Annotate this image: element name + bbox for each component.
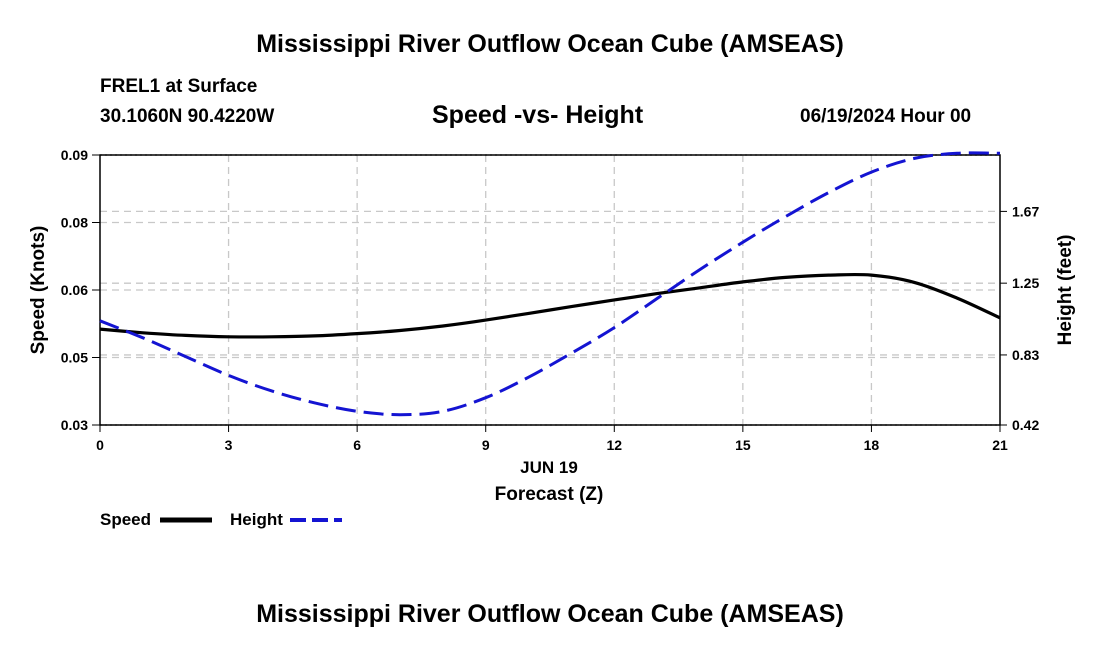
y-tick-label: 0.08 [61, 215, 88, 231]
series-line-speed [99, 272, 1001, 339]
station-label: FREL1 at Surface [100, 76, 258, 97]
y-tick-label: 0.09 [61, 147, 88, 163]
legend-label-speed: Speed [100, 510, 152, 529]
legend-label-height: Height [230, 510, 283, 529]
y-tick-label: 0.06 [61, 282, 88, 298]
series-line-height [99, 151, 1001, 417]
grid [100, 154, 1000, 426]
x-tick-label: 18 [864, 437, 880, 453]
y-tick-label: 0.05 [61, 350, 88, 366]
date-axis-label: JUN 19 [520, 458, 578, 477]
footer-title: Mississippi River Outflow Ocean Cube (AM… [256, 600, 844, 628]
legend-swatch-height [290, 518, 342, 522]
x-tick-label: 15 [735, 437, 751, 453]
forecast-date-label: 06/19/2024 Hour 00 [800, 106, 972, 127]
y2-axis-label: Height (feet) [1055, 235, 1076, 346]
coordinates-label: 30.1060N 90.4220W [100, 106, 275, 127]
x-tick-label: 6 [353, 437, 361, 453]
y2-tick-label: 1.25 [1012, 275, 1039, 291]
x-tick-label: 0 [96, 437, 104, 453]
y2-tick-label: 0.83 [1012, 347, 1039, 363]
series [99, 151, 1001, 417]
x-tick-label: 12 [606, 437, 622, 453]
x-axis-label: Forecast (Z) [495, 484, 604, 505]
x-tick-label: 21 [992, 437, 1008, 453]
y2-tick-label: 1.67 [1012, 203, 1039, 219]
y-tick-label: 0.03 [61, 417, 88, 433]
legend-swatch-speed [160, 517, 212, 523]
x-tick-label: 9 [482, 437, 490, 453]
tick-labels: 0 3 6 9 12 15 18 21 0.03 0.05 0.06 0.08 0.09 0.42 0.83… [61, 147, 1040, 453]
axes [92, 154, 1007, 432]
x-tick-label: 3 [225, 437, 233, 453]
y2-tick-label: 0.42 [1012, 417, 1039, 433]
chart-title: Speed -vs- Height [432, 101, 644, 129]
y-axis-label: Speed (Knots) [28, 226, 49, 355]
page-title: Mississippi River Outflow Ocean Cube (AM… [256, 30, 844, 58]
speed-height-chart: 0 3 6 9 12 15 18 21 0.03 0.05 0.06 0.08 0.09 0.42 0.83… [28, 147, 1076, 505]
